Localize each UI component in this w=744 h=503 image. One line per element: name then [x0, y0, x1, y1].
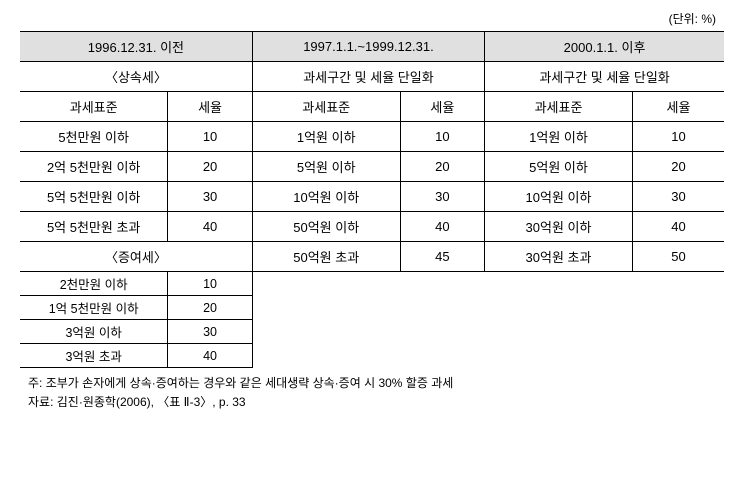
cell-rate: 20	[632, 152, 724, 182]
period-3-header: 2000.1.1. 이후	[485, 32, 724, 62]
cell-base: 5억 5천만원 초과	[20, 212, 168, 242]
cell-rate: 10	[168, 272, 252, 296]
cell-base: 50억원 이하	[252, 212, 400, 242]
cell-base: 5억원 이하	[485, 152, 633, 182]
gift-label: 〈증여세〉	[20, 242, 252, 272]
cell-rate: 40	[632, 212, 724, 242]
cell-base: 1억원 이하	[485, 122, 633, 152]
cell-base: 2천만원 이하	[20, 272, 168, 296]
cell-rate: 45	[400, 242, 484, 272]
cell-base: 1억원 이하	[252, 122, 400, 152]
col-base-p3: 과세표준	[485, 92, 633, 122]
cell-rate: 30	[400, 182, 484, 212]
cell-rate: 20	[400, 152, 484, 182]
source: 자료: 김진·원종학(2006), 〈표 Ⅱ-3〉, p. 33	[20, 393, 724, 412]
cell-base: 10억원 이하	[485, 182, 633, 212]
cell-base: 10억원 이하	[252, 182, 400, 212]
cell-base: 30억원 이하	[485, 212, 633, 242]
inherit-label: 〈상속세〉	[20, 62, 252, 92]
tax-table: 1996.12.31. 이전 1997.1.1.~1999.12.31. 200…	[20, 31, 724, 368]
cell-base: 1억 5천만원 이하	[20, 296, 168, 320]
cell-rate: 40	[168, 344, 252, 368]
cell-rate: 10	[632, 122, 724, 152]
footnote: 주: 조부가 손자에게 상속·증여하는 경우와 같은 세대생략 상속·증여 시 …	[20, 374, 724, 393]
table-row: 5억 5천만원 초과 40 50억원 이하 40 30억원 이하 40	[20, 212, 724, 242]
table-row: 5억 5천만원 이하 30 10억원 이하 30 10억원 이하 30	[20, 182, 724, 212]
cell-rate: 20	[168, 152, 252, 182]
column-header-row: 과세표준 세율 과세표준 세율 과세표준 세율	[20, 92, 724, 122]
cell-base: 3억원 초과	[20, 344, 168, 368]
cell-rate: 10	[168, 122, 252, 152]
cell-base: 5억원 이하	[252, 152, 400, 182]
empty-block	[252, 272, 724, 368]
cell-rate: 40	[168, 212, 252, 242]
cell-rate: 30	[168, 320, 252, 344]
period-1-header: 1996.12.31. 이전	[20, 32, 252, 62]
table-row: 5천만원 이하 10 1억원 이하 10 1억원 이하 10	[20, 122, 724, 152]
cell-rate: 30	[632, 182, 724, 212]
cell-rate: 10	[400, 122, 484, 152]
gift-section-row: 〈증여세〉 50억원 초과 45 30억원 초과 50	[20, 242, 724, 272]
cell-base: 30억원 초과	[485, 242, 633, 272]
col-base-p1: 과세표준	[20, 92, 168, 122]
cell-base: 2억 5천만원 이하	[20, 152, 168, 182]
col-rate-p2: 세율	[400, 92, 484, 122]
cell-rate: 20	[168, 296, 252, 320]
cell-base: 5억 5천만원 이하	[20, 182, 168, 212]
col-base-p2: 과세표준	[252, 92, 400, 122]
cell-rate: 40	[400, 212, 484, 242]
table-row: 2억 5천만원 이하 20 5억원 이하 20 5억원 이하 20	[20, 152, 724, 182]
unified-label-p3: 과세구간 및 세율 단일화	[485, 62, 724, 92]
unit-label: (단위: %)	[20, 10, 724, 27]
cell-base: 3억원 이하	[20, 320, 168, 344]
cell-base: 5천만원 이하	[20, 122, 168, 152]
cell-base: 50억원 초과	[252, 242, 400, 272]
cell-rate: 30	[168, 182, 252, 212]
unified-label-p2: 과세구간 및 세율 단일화	[252, 62, 484, 92]
section-row: 〈상속세〉 과세구간 및 세율 단일화 과세구간 및 세율 단일화	[20, 62, 724, 92]
header-period-row: 1996.12.31. 이전 1997.1.1.~1999.12.31. 200…	[20, 32, 724, 62]
period-2-header: 1997.1.1.~1999.12.31.	[252, 32, 484, 62]
col-rate-p3: 세율	[632, 92, 724, 122]
cell-rate: 50	[632, 242, 724, 272]
col-rate-p1: 세율	[168, 92, 252, 122]
table-row: 2천만원 이하 10	[20, 272, 724, 296]
